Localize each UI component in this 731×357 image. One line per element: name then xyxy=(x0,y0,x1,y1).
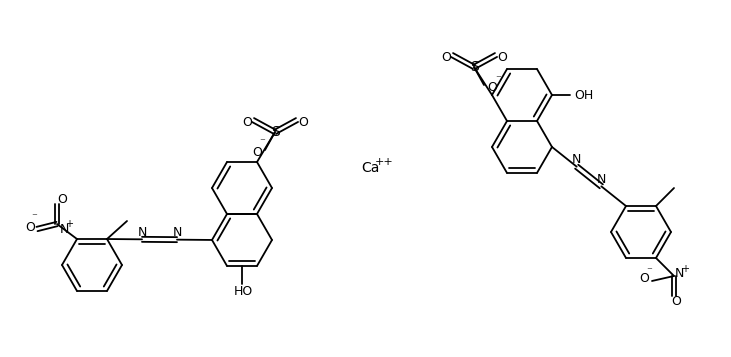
Text: O: O xyxy=(497,50,507,64)
Text: Ca: Ca xyxy=(361,161,379,175)
Text: O: O xyxy=(252,146,262,159)
Text: O: O xyxy=(487,80,497,94)
Text: O: O xyxy=(57,192,67,206)
Text: O: O xyxy=(671,296,681,308)
Text: ⁻: ⁻ xyxy=(495,74,501,84)
Text: ⁻: ⁻ xyxy=(259,137,265,147)
Text: ++: ++ xyxy=(374,157,393,167)
Text: O: O xyxy=(298,116,308,129)
Text: O: O xyxy=(639,272,649,286)
Text: S: S xyxy=(270,125,279,139)
Text: OH: OH xyxy=(575,89,594,101)
Text: ⁻: ⁻ xyxy=(646,266,652,276)
Text: S: S xyxy=(469,60,478,74)
Text: N: N xyxy=(137,226,147,239)
Text: ⁻: ⁻ xyxy=(31,212,37,222)
Text: N: N xyxy=(173,226,182,239)
Text: +: + xyxy=(65,219,73,229)
Text: +: + xyxy=(681,264,689,274)
Text: N: N xyxy=(674,267,683,281)
Text: O: O xyxy=(441,50,451,64)
Text: N: N xyxy=(572,153,581,166)
Text: N: N xyxy=(596,173,606,186)
Text: HO: HO xyxy=(233,286,253,298)
Text: N: N xyxy=(59,222,69,236)
Text: O: O xyxy=(242,116,252,129)
Text: O: O xyxy=(25,221,35,233)
